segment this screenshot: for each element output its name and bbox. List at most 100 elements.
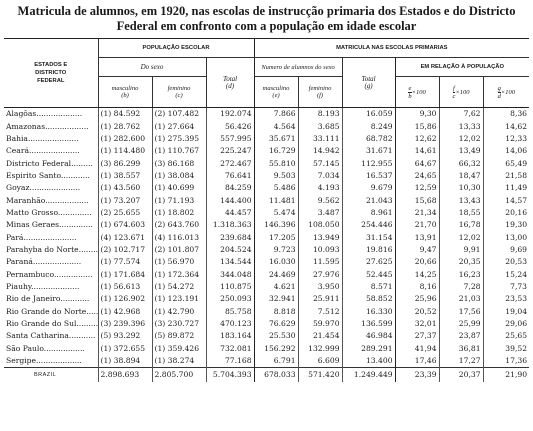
state-name: Santa Catharina...........	[6, 331, 96, 341]
cell-mf: 14.942	[297, 145, 343, 158]
table-row: Pernambuco................ (1) 171.684 (1)…	[4, 268, 530, 281]
header-states: ESTADOS E DISTRICTO FEDERAL	[4, 38, 98, 108]
cell-mt: 16.537	[341, 169, 396, 183]
cell-pm: (3) 86.299	[97, 157, 152, 170]
cell-r2: 66,32	[438, 157, 484, 170]
cell-pm: (5) 93.292	[97, 330, 152, 343]
table-title-line-2: Federal em confronto com a população em …	[116, 19, 417, 33]
cell-mf: 11.595	[297, 256, 343, 269]
header-enrollment: MATRICULA NAS ESCOLAS PRIMARIAS	[253, 38, 530, 58]
cell-pm: (1) 43.560	[97, 182, 152, 195]
cell-mt: 112.955	[341, 157, 396, 170]
table-row: Goyaz..................... (1) 43.560 (1) …	[4, 182, 530, 195]
table-row: Districto Federal......... (3) 86.299 (3) …	[4, 157, 530, 170]
cell-mm: 25.530	[253, 330, 299, 343]
cell-r2: 7,62	[438, 107, 484, 121]
cell-mt: 19.816	[341, 243, 396, 257]
cell-r1: 9,30	[394, 107, 440, 121]
cell-mm: 4.564	[253, 120, 299, 133]
cell-mt: 46.984	[341, 330, 396, 343]
cell-mm: 6.791	[253, 354, 299, 368]
cell-mm: 7.866	[253, 107, 299, 121]
cell-r3: 25,65	[482, 330, 530, 343]
cell-r1: 21,34	[394, 206, 440, 220]
cell-pm: (1) 674.603	[97, 219, 152, 232]
cell-pm: (1) 56.613	[97, 280, 152, 294]
table-row: Bahia..................... (1) 282.600 (1)…	[4, 132, 530, 146]
table-row: Espirito Santo............ (1) 38.557 (1) …	[4, 169, 530, 183]
cell-pf: (1) 110.767	[151, 145, 206, 158]
cell-mt: 52.445	[341, 268, 396, 281]
cell-mm: 55.810	[253, 157, 299, 170]
cell-mt: 16.330	[341, 305, 396, 318]
cell-r1: 12,62	[394, 132, 440, 146]
table-row: Piauhy.................... (1) 56.613 (1) …	[4, 280, 530, 294]
cell-pt: 134.544	[205, 256, 255, 269]
cell-pm: (1) 38.894	[97, 354, 152, 368]
cell-r3: 9,69	[482, 243, 530, 257]
cell-r1: 15,86	[394, 120, 440, 133]
cell-mf: 27.976	[297, 268, 343, 281]
cell-mm: 76.629	[253, 317, 299, 331]
cell-r1: 13,91	[394, 231, 440, 244]
cell-r3: 15,24	[482, 268, 530, 281]
cell-pf: (2) 101.807	[151, 243, 206, 257]
cell-mm: 146.396	[253, 219, 299, 232]
cell-r1: 14,25	[394, 268, 440, 281]
cell-pf: (1) 172.364	[151, 268, 206, 281]
cell-r3: 7,73	[482, 280, 530, 294]
cell-mf: 59.970	[297, 317, 343, 331]
cell-r3: 8,36	[482, 107, 530, 121]
cell-pt: 192.074	[205, 107, 255, 121]
cell-r1: 9,47	[394, 243, 440, 257]
header-pop-masc: masculino (b)	[97, 76, 152, 108]
cell-pf: (3) 230.727	[151, 317, 206, 331]
cell-mt: 68.782	[341, 132, 396, 146]
cell-pt: 44.457	[205, 206, 255, 220]
cell-mt: 13.400	[341, 354, 396, 368]
table-row: Rio de Janeiro............ (1) 126.902 (1)…	[4, 293, 530, 306]
cell-pm: (2) 25.655	[97, 206, 152, 220]
cell-pf: (1) 275.395	[151, 132, 206, 146]
cell-pf: (4) 116.013	[151, 231, 206, 244]
cell-r3: 20,16	[482, 206, 530, 220]
table-row: Matto Grosso.............. (2) 25.655 (1) …	[4, 206, 530, 220]
header-numero-alumnos: Numero de alumnos do sexo	[253, 57, 343, 77]
cell-mt: 31.154	[341, 231, 396, 244]
cell-r2: 23,87	[438, 330, 484, 343]
cell-r3: 19,30	[482, 219, 530, 232]
cell-mf: 57.145	[297, 157, 343, 170]
cell-r1: 41,94	[394, 342, 440, 355]
cell-mf: 6.609	[297, 354, 343, 368]
cell-mm: 156.292	[253, 342, 299, 355]
cell-pt: 183.164	[205, 330, 255, 343]
cell-pf: (1) 71.193	[151, 194, 206, 207]
cell-r2: 20,37	[438, 367, 484, 383]
state-name: Paraná....................	[6, 257, 82, 267]
cell-pt: 470.123	[205, 317, 255, 331]
cell-r2: 9,91	[438, 243, 484, 257]
cell-r2: 13,49	[438, 145, 484, 158]
cell-mf: 7.512	[297, 305, 343, 318]
cell-r3: 11,49	[482, 182, 530, 195]
cell-mf: 3.685	[297, 120, 343, 133]
cell-r1: 14,61	[394, 145, 440, 158]
state-name: Rio de Janeiro............	[6, 294, 90, 304]
cell-r3: 21,58	[482, 169, 530, 183]
cell-r3: 14,57	[482, 194, 530, 207]
cell-mt: 9.679	[341, 182, 396, 195]
cell-pt: 144.400	[205, 194, 255, 207]
cell-r2: 10,30	[438, 182, 484, 195]
cell-mf: 4.193	[297, 182, 343, 195]
cell-mf: 3.950	[297, 280, 343, 294]
cell-pt: 56.426	[205, 120, 255, 133]
cell-mm: 16.030	[253, 256, 299, 269]
cell-mm: 17.205	[253, 231, 299, 244]
cell-mm: 5.486	[253, 182, 299, 195]
cell-r1: 32,01	[394, 317, 440, 331]
cell-mm: 9.503	[253, 169, 299, 183]
cell-mm: 35.671	[253, 132, 299, 146]
cell-r2: 12,02	[438, 231, 484, 244]
cell-mt: 8.961	[341, 206, 396, 220]
cell-pm: (1) 171.684	[97, 268, 152, 281]
